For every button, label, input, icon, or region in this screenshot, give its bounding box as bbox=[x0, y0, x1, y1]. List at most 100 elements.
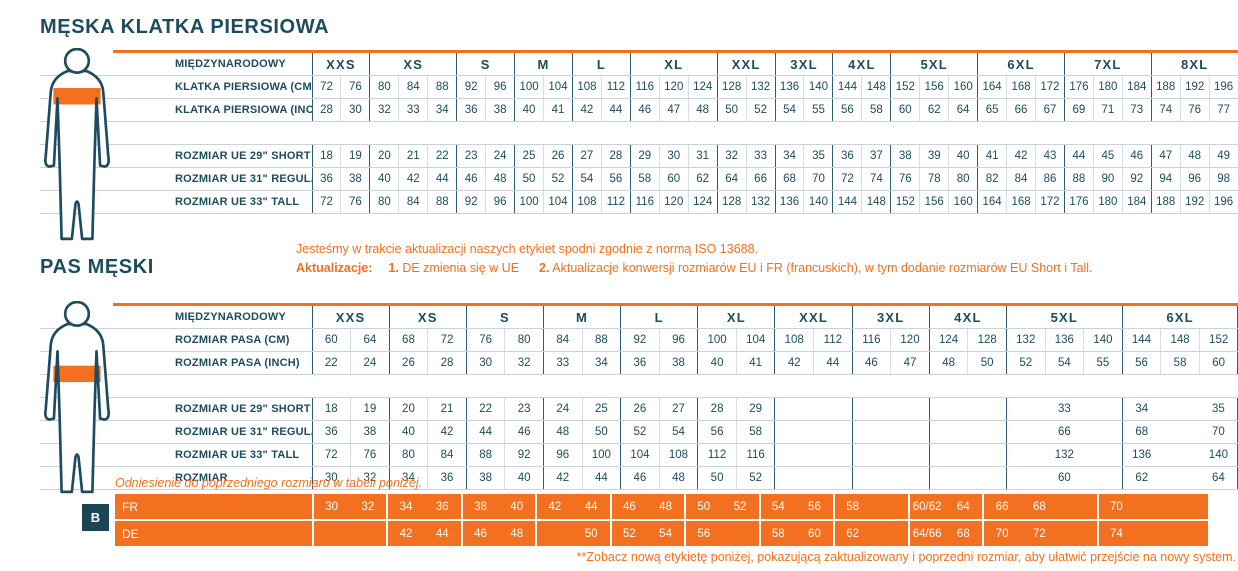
size-cell: 88 bbox=[427, 190, 457, 214]
conversion-cell: 74 bbox=[1096, 521, 1134, 546]
size-cell: 70 bbox=[1199, 420, 1238, 444]
size-cell: 80 bbox=[388, 443, 428, 467]
size-cell: 30 bbox=[465, 351, 505, 375]
size-group-header: 4XL bbox=[928, 306, 1007, 329]
size-group-header: S bbox=[456, 53, 515, 76]
size-cell: 84 bbox=[398, 190, 428, 214]
size-cell: 42 bbox=[542, 466, 583, 490]
conversion-cell: 64 bbox=[944, 494, 982, 519]
size-cell: 152 bbox=[1198, 328, 1238, 352]
size-cell: 52 bbox=[543, 167, 573, 191]
conversion-cell: 64/66 bbox=[907, 521, 945, 546]
size-cell: 23 bbox=[456, 144, 486, 168]
size-cell: 40 bbox=[388, 420, 428, 444]
size-cell: 56 bbox=[832, 98, 862, 122]
size-cell: 30 bbox=[340, 98, 370, 122]
size-cell: 30 bbox=[658, 144, 689, 168]
size-cell: 44 bbox=[1063, 144, 1094, 168]
size-cell: 18 bbox=[311, 397, 351, 421]
size-group-header: XL bbox=[697, 306, 775, 329]
size-cell: 148 bbox=[861, 75, 891, 99]
size-cell: 112 bbox=[697, 443, 737, 467]
conversion-cell: 34 bbox=[386, 494, 424, 519]
size-cell: 44 bbox=[427, 167, 457, 191]
size-cell: 82 bbox=[977, 167, 1007, 191]
size-cell: 140 bbox=[803, 75, 833, 99]
size-cell: 19 bbox=[340, 144, 370, 168]
waist-table-top-border bbox=[113, 303, 1238, 306]
size-cell: 56 bbox=[600, 167, 631, 191]
size-cell: 88 bbox=[427, 75, 457, 99]
update-note-segment: 1. bbox=[388, 261, 399, 275]
size-cell: 104 bbox=[735, 328, 775, 352]
size-cell: 69 bbox=[1063, 98, 1094, 122]
size-cell: 196 bbox=[1208, 75, 1238, 99]
size-cell: 60 bbox=[890, 98, 920, 122]
size-cell: 44 bbox=[465, 420, 505, 444]
size-cell: 78 bbox=[919, 167, 949, 191]
size-cell: 58 bbox=[861, 98, 891, 122]
size-cell: 38 bbox=[350, 420, 390, 444]
conversion-cell: 32 bbox=[349, 494, 387, 519]
size-cell: 48 bbox=[542, 420, 583, 444]
size-cell: 54 bbox=[571, 167, 602, 191]
size-cell: 46 bbox=[851, 351, 891, 375]
size-cell: 31 bbox=[687, 144, 718, 168]
conversion-cell: 60/62 bbox=[907, 494, 945, 519]
size-cell: 68 bbox=[1121, 420, 1161, 444]
size-cell: 55 bbox=[1083, 351, 1123, 375]
size-cell: 84 bbox=[398, 75, 428, 99]
size-cell: 41 bbox=[977, 144, 1007, 168]
conversion-cell: 48 bbox=[498, 521, 536, 546]
size-cell: 32 bbox=[504, 351, 544, 375]
size-cell: 56 bbox=[851, 466, 930, 490]
size-cell: 28 bbox=[600, 144, 631, 168]
size-cell: 38 bbox=[658, 351, 698, 375]
size-cell: 196 bbox=[1208, 190, 1238, 214]
body-figure-waist-icon bbox=[43, 301, 111, 494]
size-cell: 132 bbox=[1005, 443, 1123, 467]
size-cell: 60 bbox=[658, 167, 689, 191]
size-cell: 192 bbox=[1179, 190, 1210, 214]
size-cell: 54 bbox=[774, 98, 804, 122]
size-cell: 22 bbox=[465, 397, 505, 421]
size-cell: 128 bbox=[716, 190, 747, 214]
conversion-row-label: DE bbox=[115, 521, 312, 546]
size-cell: 32 bbox=[369, 98, 399, 122]
update-note-segment: 2. bbox=[539, 261, 550, 275]
conversion-cell: 54 bbox=[758, 494, 796, 519]
size-cell: 21 bbox=[427, 397, 467, 421]
size-cell: 34 bbox=[427, 98, 457, 122]
size-cell: 184 bbox=[1121, 75, 1152, 99]
update-note-line1: Jesteśmy w trakcie aktualizacji naszych … bbox=[296, 242, 759, 256]
size-cell: 116 bbox=[851, 328, 891, 352]
size-cell: 160 bbox=[948, 190, 978, 214]
size-cell: 34 bbox=[581, 351, 621, 375]
size-cell: 128 bbox=[716, 75, 747, 99]
size-cell bbox=[1160, 397, 1200, 421]
size-cell: 36 bbox=[311, 167, 341, 191]
size-cell: 42 bbox=[427, 420, 467, 444]
size-cell: 47 bbox=[1150, 144, 1181, 168]
size-cell: 116 bbox=[629, 190, 660, 214]
size-cell: 88 bbox=[581, 328, 621, 352]
size-cell: 44 bbox=[600, 98, 631, 122]
size-cell: 84 bbox=[542, 328, 583, 352]
size-cell: 36 bbox=[427, 466, 467, 490]
size-cell: 29 bbox=[735, 397, 775, 421]
size-cell: 124 bbox=[687, 190, 718, 214]
size-group-header: XS bbox=[388, 306, 467, 329]
size-cell: 24 bbox=[350, 351, 390, 375]
fr-de-conversion-table: FR 30 32 34 36 38 40 42 44 46 48 50 52 54 56 58 60/62 64 6… bbox=[115, 492, 1208, 548]
size-cell: 98 bbox=[1208, 167, 1238, 191]
size-cell: 100 bbox=[514, 190, 544, 214]
conversion-cell: 46 bbox=[609, 494, 647, 519]
conversion-cell bbox=[721, 521, 759, 546]
size-group-header: 3XL bbox=[851, 306, 930, 329]
size-cell: 20 bbox=[388, 397, 428, 421]
conversion-cell: 68 bbox=[944, 521, 982, 546]
size-cell: 76 bbox=[1179, 98, 1210, 122]
size-cell: 22 bbox=[427, 144, 457, 168]
size-cell: 29 bbox=[629, 144, 660, 168]
size-cell: 42 bbox=[1006, 144, 1036, 168]
